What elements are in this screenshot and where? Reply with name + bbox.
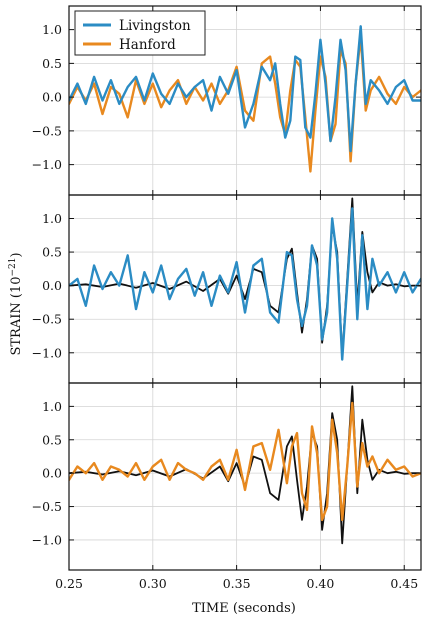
x-tick-label: 0.25 bbox=[55, 576, 83, 591]
y-tick-label: 0.5 bbox=[42, 245, 62, 260]
y-tick-label: 0.5 bbox=[42, 432, 62, 447]
panel-frame bbox=[68, 382, 422, 571]
y-tick-label: −1.0 bbox=[32, 532, 62, 547]
y-axis-label-text: STRAIN (10 bbox=[9, 277, 24, 356]
legend-box bbox=[74, 10, 206, 56]
y-tick-label: −0.5 bbox=[32, 499, 62, 514]
y-axis-label-close: ) bbox=[9, 252, 24, 257]
y-tick-label: 0.0 bbox=[42, 278, 62, 293]
x-tick-label: 0.40 bbox=[307, 576, 335, 591]
x-tick-label: 0.30 bbox=[139, 576, 167, 591]
panel-3: −1.0 −0.5 0.0 0.5 1.0 0.25 0.30 0.35 0.40 0.45 bbox=[32, 382, 422, 591]
series-line-livingston bbox=[69, 25, 421, 153]
panel-2: −1.0 −0.5 0.0 0.5 1.0 bbox=[32, 194, 422, 384]
x-tick-label: 0.45 bbox=[390, 576, 418, 591]
y-tick-label: 1.0 bbox=[42, 399, 62, 414]
x-axis-label: TIME (seconds) bbox=[192, 601, 296, 616]
y-tick-label: −0.5 bbox=[32, 312, 62, 327]
y-tick-label: 0.5 bbox=[42, 56, 62, 71]
panel-1: −1.0 −0.5 0.0 0.5 1.0 Livingston Hanford bbox=[32, 5, 422, 196]
series-line-model bbox=[69, 197, 421, 358]
y-tick-label: −1.0 bbox=[32, 345, 62, 360]
series-line-detector-1 bbox=[69, 207, 421, 361]
y-tick-label: 0.0 bbox=[42, 90, 62, 105]
y-tick-label: −1.0 bbox=[32, 157, 62, 172]
panels-layer: −1.0 −0.5 0.0 0.5 1.0 Livingston Hanford −1.0 −0… bbox=[32, 5, 422, 591]
y-tick-label: 1.0 bbox=[42, 22, 62, 37]
series-line-model bbox=[69, 385, 421, 545]
y-axis-label-exponent: −21 bbox=[8, 258, 18, 277]
legend-label-livingston: Livingston bbox=[119, 18, 191, 34]
y-tick-label: 0.0 bbox=[42, 466, 62, 481]
series-line-hanford bbox=[69, 35, 421, 173]
legend-label-hanford: Hanford bbox=[119, 37, 176, 53]
x-tick-label: 0.35 bbox=[223, 576, 251, 591]
y-axis-label: STRAIN (10−21) bbox=[8, 252, 24, 355]
y-tick-label: −0.5 bbox=[32, 123, 62, 138]
series-line-detector-1 bbox=[69, 401, 421, 522]
legend: Livingston Hanford bbox=[74, 10, 206, 56]
y-tick-label: 1.0 bbox=[42, 211, 62, 226]
